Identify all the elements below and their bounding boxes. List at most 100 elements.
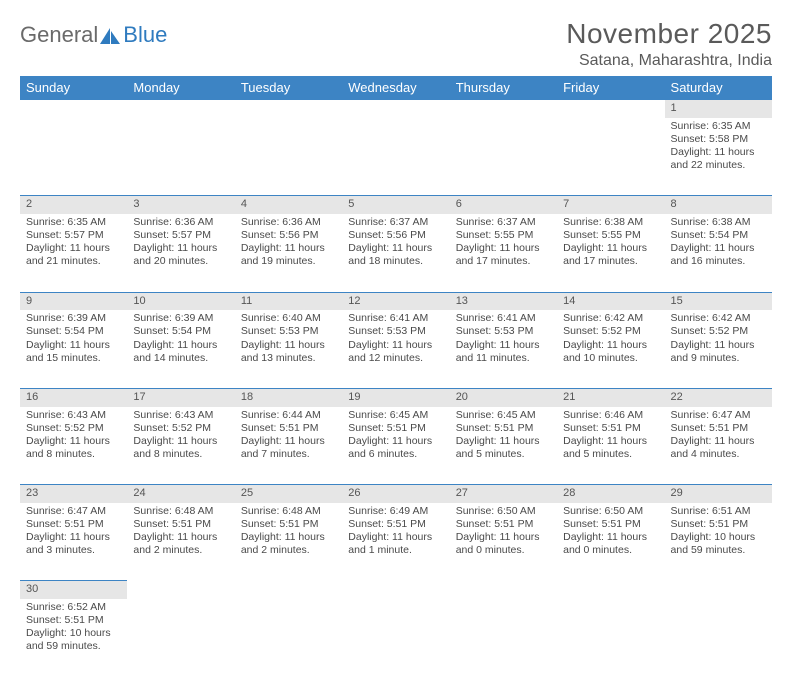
day-details-cell: Sunrise: 6:45 AMSunset: 5:51 PMDaylight:…	[342, 407, 449, 485]
day-details-cell: Sunrise: 6:47 AMSunset: 5:51 PMDaylight:…	[665, 407, 772, 485]
day-details-cell: Sunrise: 6:47 AMSunset: 5:51 PMDaylight:…	[20, 503, 127, 581]
day-details-cell	[450, 599, 557, 677]
day-details-cell: Sunrise: 6:35 AMSunset: 5:58 PMDaylight:…	[665, 118, 772, 196]
day-details-cell: Sunrise: 6:37 AMSunset: 5:55 PMDaylight:…	[450, 214, 557, 292]
day-details-cell	[557, 118, 664, 196]
day-details-cell: Sunrise: 6:41 AMSunset: 5:53 PMDaylight:…	[450, 310, 557, 388]
weekday-header: Sunday	[20, 76, 127, 100]
day-number-cell: 14	[557, 292, 664, 310]
day-number-cell: 30	[20, 581, 127, 599]
day-number-cell: 5	[342, 196, 449, 214]
day-number-cell	[235, 100, 342, 118]
day-details-row: Sunrise: 6:39 AMSunset: 5:54 PMDaylight:…	[20, 310, 772, 388]
day-number-cell: 16	[20, 388, 127, 406]
day-number-cell: 13	[450, 292, 557, 310]
day-details-cell	[450, 118, 557, 196]
day-details-cell: Sunrise: 6:37 AMSunset: 5:56 PMDaylight:…	[342, 214, 449, 292]
day-details-cell: Sunrise: 6:42 AMSunset: 5:52 PMDaylight:…	[557, 310, 664, 388]
day-details-cell	[127, 118, 234, 196]
day-details-cell: Sunrise: 6:45 AMSunset: 5:51 PMDaylight:…	[450, 407, 557, 485]
day-number-cell: 27	[450, 485, 557, 503]
day-number-cell: 1	[665, 100, 772, 118]
day-details-cell	[235, 118, 342, 196]
day-number-cell: 22	[665, 388, 772, 406]
day-number-cell: 24	[127, 485, 234, 503]
logo-sail-icon	[99, 27, 121, 45]
day-number-row: 9101112131415	[20, 292, 772, 310]
day-details-row: Sunrise: 6:35 AMSunset: 5:57 PMDaylight:…	[20, 214, 772, 292]
day-number-cell	[127, 581, 234, 599]
day-number-cell: 26	[342, 485, 449, 503]
day-details-cell: Sunrise: 6:46 AMSunset: 5:51 PMDaylight:…	[557, 407, 664, 485]
day-number-row: 16171819202122	[20, 388, 772, 406]
day-details-cell: Sunrise: 6:38 AMSunset: 5:55 PMDaylight:…	[557, 214, 664, 292]
day-details-cell: Sunrise: 6:50 AMSunset: 5:51 PMDaylight:…	[450, 503, 557, 581]
day-number-cell: 8	[665, 196, 772, 214]
day-details-cell: Sunrise: 6:43 AMSunset: 5:52 PMDaylight:…	[20, 407, 127, 485]
day-number-cell: 3	[127, 196, 234, 214]
location: Satana, Maharashtra, India	[566, 52, 772, 70]
day-number-cell: 17	[127, 388, 234, 406]
header: General Blue November 2025 Satana, Mahar…	[20, 18, 772, 70]
weekday-header-row: SundayMondayTuesdayWednesdayThursdayFrid…	[20, 76, 772, 100]
day-details-cell	[127, 599, 234, 677]
day-details-cell: Sunrise: 6:35 AMSunset: 5:57 PMDaylight:…	[20, 214, 127, 292]
day-details-cell: Sunrise: 6:44 AMSunset: 5:51 PMDaylight:…	[235, 407, 342, 485]
day-details-cell: Sunrise: 6:41 AMSunset: 5:53 PMDaylight:…	[342, 310, 449, 388]
day-number-cell: 11	[235, 292, 342, 310]
title-block: November 2025 Satana, Maharashtra, India	[566, 18, 772, 70]
day-details-row: Sunrise: 6:43 AMSunset: 5:52 PMDaylight:…	[20, 407, 772, 485]
day-number-cell: 28	[557, 485, 664, 503]
day-number-cell: 23	[20, 485, 127, 503]
day-details-cell	[235, 599, 342, 677]
day-details-cell: Sunrise: 6:48 AMSunset: 5:51 PMDaylight:…	[127, 503, 234, 581]
logo-text-1: General	[20, 22, 98, 48]
day-details-row: Sunrise: 6:52 AMSunset: 5:51 PMDaylight:…	[20, 599, 772, 677]
day-details-cell	[665, 599, 772, 677]
weekday-header: Thursday	[450, 76, 557, 100]
day-number-cell: 25	[235, 485, 342, 503]
day-number-cell	[127, 100, 234, 118]
day-number-cell: 15	[665, 292, 772, 310]
day-number-cell: 4	[235, 196, 342, 214]
weekday-header: Saturday	[665, 76, 772, 100]
day-number-cell: 20	[450, 388, 557, 406]
day-number-cell	[342, 100, 449, 118]
day-number-cell: 9	[20, 292, 127, 310]
day-number-cell: 10	[127, 292, 234, 310]
day-details-cell: Sunrise: 6:38 AMSunset: 5:54 PMDaylight:…	[665, 214, 772, 292]
day-details-cell: Sunrise: 6:42 AMSunset: 5:52 PMDaylight:…	[665, 310, 772, 388]
day-details-cell: Sunrise: 6:48 AMSunset: 5:51 PMDaylight:…	[235, 503, 342, 581]
day-details-cell: Sunrise: 6:39 AMSunset: 5:54 PMDaylight:…	[127, 310, 234, 388]
day-number-row: 30	[20, 581, 772, 599]
day-number-cell	[235, 581, 342, 599]
day-number-row: 2345678	[20, 196, 772, 214]
day-details-cell: Sunrise: 6:40 AMSunset: 5:53 PMDaylight:…	[235, 310, 342, 388]
day-number-cell	[20, 100, 127, 118]
day-number-cell: 12	[342, 292, 449, 310]
day-number-cell	[450, 100, 557, 118]
day-number-cell	[342, 581, 449, 599]
day-number-cell: 19	[342, 388, 449, 406]
day-number-cell	[450, 581, 557, 599]
day-details-cell	[342, 599, 449, 677]
day-number-cell	[557, 100, 664, 118]
day-details-cell: Sunrise: 6:52 AMSunset: 5:51 PMDaylight:…	[20, 599, 127, 677]
logo: General Blue	[20, 18, 167, 48]
calendar-body: 1Sunrise: 6:35 AMSunset: 5:58 PMDaylight…	[20, 100, 772, 677]
weekday-header: Monday	[127, 76, 234, 100]
logo-text-2: Blue	[123, 22, 167, 48]
day-number-cell	[665, 581, 772, 599]
day-number-row: 23242526272829	[20, 485, 772, 503]
day-number-cell: 21	[557, 388, 664, 406]
weekday-header: Wednesday	[342, 76, 449, 100]
day-details-cell	[557, 599, 664, 677]
day-number-cell: 29	[665, 485, 772, 503]
day-number-cell: 2	[20, 196, 127, 214]
day-details-cell: Sunrise: 6:43 AMSunset: 5:52 PMDaylight:…	[127, 407, 234, 485]
day-details-row: Sunrise: 6:35 AMSunset: 5:58 PMDaylight:…	[20, 118, 772, 196]
day-details-cell: Sunrise: 6:36 AMSunset: 5:57 PMDaylight:…	[127, 214, 234, 292]
day-details-cell: Sunrise: 6:49 AMSunset: 5:51 PMDaylight:…	[342, 503, 449, 581]
day-details-cell	[20, 118, 127, 196]
day-number-cell: 18	[235, 388, 342, 406]
